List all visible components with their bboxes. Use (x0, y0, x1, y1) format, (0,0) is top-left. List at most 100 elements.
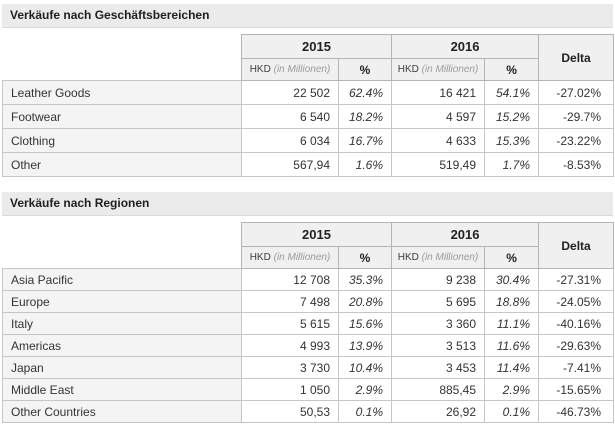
hkd-unit-label: (in Millionen) (273, 252, 331, 263)
pct-2016-value: 11.4% (484, 356, 540, 379)
table-row: Other Countries 50,53 0.1% 26,92 0.1% -4… (2, 400, 615, 423)
delta-value: -23.22% (538, 128, 615, 153)
hkd-label: HKD (397, 64, 419, 75)
table-row: Europe 7 498 20.8% 5 695 18.8% -24.05% (2, 290, 615, 313)
delta-value: -7.41% (538, 356, 615, 379)
table-row: Italy 5 615 15.6% 3 360 11.1% -40.16% (2, 312, 615, 335)
hkd-2016-value: 26,92 (391, 400, 486, 423)
corner-spacer (3, 35, 242, 81)
pct-2016-header: % (484, 58, 540, 81)
hkd-2016-value: 519,49 (391, 152, 486, 177)
hkd-2015-value: 5 615 (241, 312, 339, 335)
pct-2015-value: 15.6% (337, 312, 393, 335)
delta-value: -8.53% (538, 152, 615, 177)
pct-2015-value: 2.9% (337, 378, 393, 401)
hkd-2016-value: 885,45 (391, 378, 486, 401)
row-label: Europe (2, 290, 242, 313)
table-row: Japan 3 730 10.4% 3 453 11.4% -7.41% (2, 356, 615, 379)
table-row: Americas 4 993 13.9% 3 513 11.6% -29.63% (2, 334, 615, 357)
pct-2015-value: 1.6% (337, 152, 393, 177)
hkd-2015-value: 3 730 (241, 356, 339, 379)
pct-2016-value: 15.3% (484, 128, 540, 153)
hkd-2016-value: 5 695 (391, 290, 486, 313)
hkd-unit-label: (in Millionen) (421, 252, 479, 263)
delta-value: -27.31% (538, 268, 615, 291)
pct-2016-header: % (484, 246, 540, 269)
year-2015-header: 2015 (240, 34, 393, 59)
pct-2015-value: 16.7% (337, 128, 393, 153)
section-title-business-areas: Verkäufe nach Geschäftsbereichen (2, 4, 613, 28)
pct-2015-value: 13.9% (337, 334, 393, 357)
delta-value: -46.73% (538, 400, 615, 423)
delta-header: Delta (538, 34, 615, 81)
hkd-unit-label: (in Millionen) (273, 64, 331, 75)
hkd-2016-header: HKD (in Millionen) (391, 58, 486, 81)
year-header-row: 2015 2016 Delta (3, 222, 615, 269)
region-rows: Asia Pacific 12 708 35.3% 9 238 30.4% -2… (2, 268, 615, 423)
hkd-label: HKD (249, 252, 271, 263)
sales-by-region-table: 2015 2016 Delta HKD (in Millionen) % HKD… (2, 222, 615, 423)
hkd-2015-header: HKD (in Millionen) (241, 58, 339, 81)
row-label: Other Countries (2, 400, 242, 423)
delta-value: -29.7% (538, 104, 615, 129)
business-area-rows: Leather Goods 22 502 62.4% 16 421 54.1% … (2, 80, 615, 177)
row-label: Footwear (2, 104, 242, 129)
delta-value: -27.02% (538, 80, 615, 105)
hkd-2015-value: 6 540 (241, 104, 339, 129)
delta-value: -40.16% (538, 312, 615, 335)
table-row: Middle East 1 050 2.9% 885,45 2.9% -15.6… (2, 378, 615, 401)
row-label: Leather Goods (2, 80, 242, 105)
row-label: Clothing (2, 128, 242, 153)
pct-2016-value: 11.1% (484, 312, 540, 335)
year-2016-header: 2016 (391, 34, 540, 59)
table-row: Clothing 6 034 16.7% 4 633 15.3% -23.22% (2, 128, 615, 153)
table-row: Footwear 6 540 18.2% 4 597 15.2% -29.7% (2, 104, 615, 129)
hkd-2015-value: 7 498 (241, 290, 339, 313)
hkd-label: HKD (249, 64, 271, 75)
pct-2016-value: 0.1% (484, 400, 540, 423)
section-title-regions: Verkäufe nach Regionen (2, 192, 613, 216)
hkd-unit-label: (in Millionen) (421, 64, 479, 75)
hkd-2015-value: 6 034 (241, 128, 339, 153)
hkd-2016-value: 3 360 (391, 312, 486, 335)
pct-2016-value: 2.9% (484, 378, 540, 401)
hkd-2016-value: 3 453 (391, 356, 486, 379)
hkd-2015-value: 1 050 (241, 378, 339, 401)
delta-value: -29.63% (538, 334, 615, 357)
hkd-2016-value: 4 597 (391, 104, 486, 129)
unit-header-row: HKD (in Millionen) % HKD (in Millionen) … (3, 58, 614, 81)
panel-regions: Verkäufe nach Regionen 2015 2016 Delta H… (2, 192, 615, 423)
year-header-row: 2015 2016 Delta (3, 34, 615, 81)
row-label: Italy (2, 312, 242, 335)
pct-2015-value: 20.8% (337, 290, 393, 313)
year-2015-header: 2015 (240, 222, 393, 247)
pct-2016-value: 15.2% (484, 104, 540, 129)
pct-2015-value: 18.2% (337, 104, 393, 129)
row-label: Japan (2, 356, 242, 379)
pct-2015-value: 35.3% (337, 268, 393, 291)
pct-2016-value: 54.1% (484, 80, 540, 105)
year-2016-header: 2016 (391, 222, 540, 247)
hkd-2015-header: HKD (in Millionen) (241, 246, 339, 269)
hkd-2016-value: 16 421 (391, 80, 486, 105)
table-row: Leather Goods 22 502 62.4% 16 421 54.1% … (2, 80, 615, 105)
pct-2015-header: % (337, 246, 393, 269)
hkd-2016-header: HKD (in Millionen) (391, 246, 486, 269)
delta-value: -24.05% (538, 290, 615, 313)
delta-value: -15.65% (538, 378, 615, 401)
hkd-2015-value: 22 502 (241, 80, 339, 105)
table-row: Asia Pacific 12 708 35.3% 9 238 30.4% -2… (2, 268, 615, 291)
pct-2015-value: 10.4% (337, 356, 393, 379)
hkd-2015-value: 12 708 (241, 268, 339, 291)
hkd-2016-value: 3 513 (391, 334, 486, 357)
delta-header: Delta (538, 222, 615, 269)
pct-2015-value: 62.4% (337, 80, 393, 105)
table-row: Other 567,94 1.6% 519,49 1.7% -8.53% (2, 152, 615, 177)
row-label: Middle East (2, 378, 242, 401)
hkd-2016-value: 9 238 (391, 268, 486, 291)
pct-2016-value: 11.6% (484, 334, 540, 357)
hkd-label: HKD (397, 252, 419, 263)
hkd-2016-value: 4 633 (391, 128, 486, 153)
hkd-2015-value: 567,94 (241, 152, 339, 177)
hkd-2015-value: 50,53 (241, 400, 339, 423)
